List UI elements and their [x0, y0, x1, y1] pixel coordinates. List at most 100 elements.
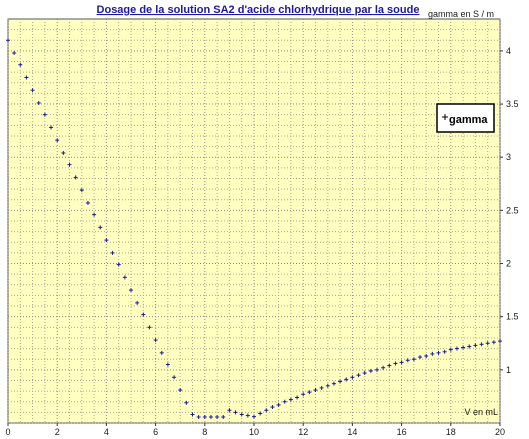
- data-point: [307, 390, 312, 395]
- data-point: [184, 400, 189, 405]
- legend-marker-icon: [442, 114, 448, 120]
- data-point: [448, 347, 453, 352]
- axes: 0 2 4 6 8 10 12 14 16 18 20 1 1.5 2 2.5 3 3.5 4: [5, 46, 518, 437]
- data-point: [252, 414, 256, 419]
- y-tick-label: 1: [506, 365, 511, 375]
- y-axis-label: gamma en S / m: [428, 9, 494, 19]
- data-point: [430, 351, 435, 356]
- data-point: [362, 371, 367, 376]
- y-tick-label: 1.5: [506, 312, 519, 322]
- data-point: [467, 344, 472, 349]
- data-point: [227, 408, 232, 413]
- legend-entry-gamma: gamma: [449, 114, 488, 126]
- data-point: [104, 238, 109, 243]
- data-point: [129, 288, 133, 293]
- data-point: [344, 377, 349, 382]
- x-tick-label: 16: [397, 427, 407, 437]
- data-point: [295, 395, 300, 400]
- grid: [7, 19, 501, 424]
- data-point: [424, 354, 429, 359]
- data-point: [55, 138, 60, 143]
- data-point: [116, 262, 121, 267]
- x-tick-label: 6: [153, 427, 158, 437]
- data-point: [491, 340, 496, 345]
- y-tick-label: 3: [506, 152, 511, 162]
- data-point: [245, 413, 250, 418]
- y-tick-label: 2: [506, 259, 511, 269]
- data-point: [276, 402, 281, 407]
- data-point: [61, 150, 66, 155]
- data-point: [172, 375, 177, 380]
- data-point: [18, 62, 23, 67]
- data-point: [221, 415, 226, 419]
- data-point: [79, 188, 84, 193]
- data-point: [141, 312, 146, 317]
- data-point: [98, 225, 103, 230]
- data-point: [12, 51, 17, 56]
- data-point: [49, 125, 54, 130]
- data-point: [270, 405, 275, 410]
- data-point: [479, 342, 484, 347]
- data-point: [73, 175, 78, 180]
- y-tick-label: 4: [506, 46, 511, 56]
- data-point: [153, 338, 158, 343]
- legend: gamma: [436, 103, 495, 133]
- data-point: [282, 399, 287, 404]
- data-point: [42, 112, 47, 117]
- data-point: [442, 349, 447, 354]
- data-point: [381, 365, 386, 370]
- data-point: [239, 412, 244, 417]
- x-tick-label: 12: [298, 427, 308, 437]
- data-point: [135, 300, 140, 305]
- x-tick-label: 4: [104, 427, 109, 437]
- data-point: [110, 250, 115, 255]
- x-tick-label: 18: [446, 427, 456, 437]
- data-point: [461, 345, 466, 350]
- data-point: [36, 100, 41, 105]
- x-tick-label: 10: [249, 427, 259, 437]
- data-point: [67, 162, 72, 167]
- data-point: [325, 383, 330, 388]
- data-point: [147, 325, 152, 330]
- x-tick-label: 0: [5, 427, 10, 437]
- data-point: [356, 373, 361, 378]
- data-point: [264, 408, 269, 413]
- data-points: [6, 38, 502, 419]
- data-point: [233, 410, 238, 415]
- x-tick-label: 14: [347, 427, 357, 437]
- data-point: [387, 363, 392, 368]
- data-point: [215, 415, 220, 419]
- data-point: [399, 360, 404, 365]
- data-point: [196, 415, 201, 419]
- chart-title: Dosage de la solution SA2 d'acide chlorh…: [97, 4, 420, 16]
- data-point: [301, 392, 306, 397]
- x-tick-label: 2: [55, 427, 60, 437]
- data-point: [85, 200, 90, 205]
- data-point: [418, 355, 423, 360]
- data-point: [319, 385, 324, 390]
- data-point: [485, 341, 490, 346]
- data-point: [208, 415, 213, 419]
- data-point: [405, 358, 410, 363]
- data-point: [454, 346, 459, 351]
- data-point: [473, 343, 478, 348]
- data-point: [165, 362, 170, 367]
- data-point: [393, 361, 398, 366]
- data-point: [6, 38, 10, 43]
- x-tick-label: 20: [495, 427, 505, 437]
- y-tick-label: 3.5: [506, 99, 519, 109]
- data-point: [331, 381, 336, 386]
- data-point: [375, 367, 379, 372]
- y-tick-label: 2.5: [506, 205, 519, 215]
- data-point: [159, 350, 164, 355]
- data-point: [350, 375, 355, 380]
- data-point: [313, 388, 318, 393]
- data-point: [202, 415, 207, 419]
- data-point: [24, 75, 29, 80]
- data-point: [190, 412, 195, 417]
- data-point: [411, 357, 416, 362]
- data-point: [498, 339, 502, 344]
- data-point: [288, 397, 293, 402]
